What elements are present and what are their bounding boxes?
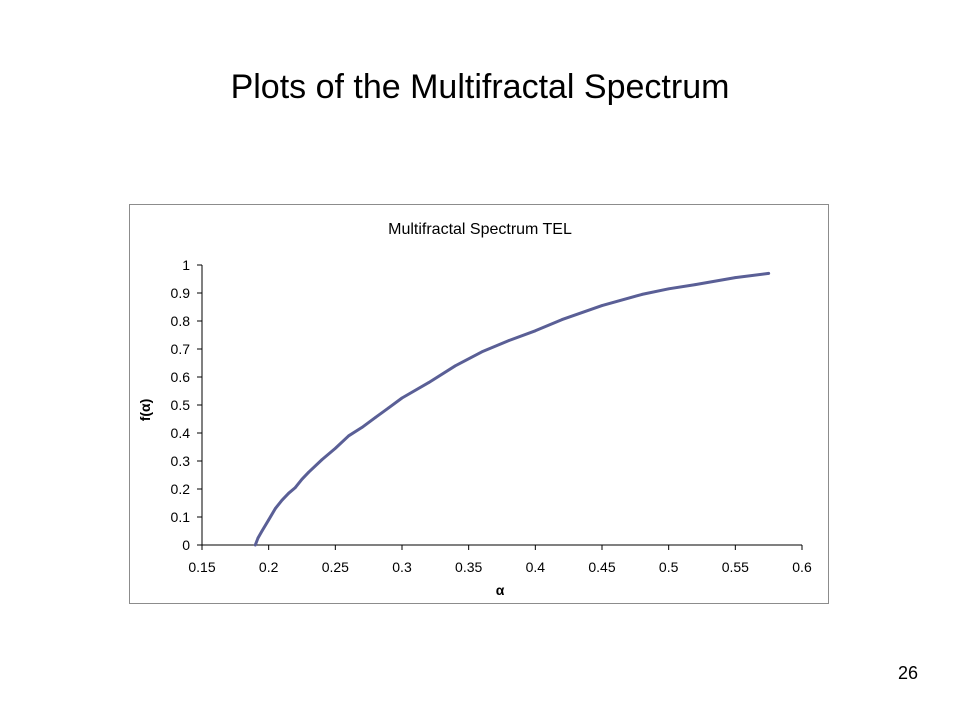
y-tick-label: 0.6 — [171, 369, 191, 385]
data-point — [480, 350, 484, 354]
y-tick-label: 0.2 — [171, 481, 191, 497]
chart-canvas: Multifractal Spectrum TEL 00.10.20.30.40… — [137, 221, 812, 598]
data-point — [274, 507, 277, 510]
data-point — [374, 416, 377, 419]
y-tick-label: 0.3 — [171, 453, 191, 469]
data-point — [600, 304, 604, 307]
series-layer — [253, 271, 771, 547]
data-point — [767, 272, 770, 275]
data-point — [334, 447, 337, 450]
y-axis-label: f(α) — [137, 399, 153, 422]
x-tick-label: 0.5 — [659, 559, 679, 575]
data-point — [300, 477, 304, 481]
data-point — [560, 318, 564, 321]
data-point — [294, 486, 297, 489]
x-axis-label: α — [496, 582, 505, 598]
page-number: 26 — [897, 663, 918, 683]
x-tick-label: 0.35 — [455, 559, 482, 575]
y-tick-label: 1 — [182, 257, 190, 273]
data-point — [694, 283, 697, 286]
y-tick-label: 0 — [182, 537, 190, 553]
x-tick-label: 0.15 — [188, 559, 215, 575]
data-point — [387, 406, 390, 410]
slide-title: Plots of the Multifractal Spectrum — [230, 68, 730, 106]
chart-frame: Multifractal Spectrum TEL 0 0.1 0.2 0.3 0.4 0… — [129, 204, 829, 604]
x-tick-label: 0.25 — [322, 559, 349, 575]
data-point — [667, 287, 670, 291]
data-point — [640, 293, 644, 296]
data-point — [260, 529, 264, 533]
y-tick-label: 0.9 — [171, 285, 191, 301]
x-tick-label: 0.4 — [526, 559, 546, 575]
data-point — [267, 518, 270, 522]
x-axis: 0.15 0.2 0.25 0.3 0.35 0.4 0.45 0.5 0.55 0.6 — [188, 544, 812, 575]
y-tick-label: 0.1 — [171, 509, 191, 525]
data-point — [320, 458, 324, 461]
x-tick-label: 0.2 — [259, 559, 279, 575]
data-point — [734, 276, 737, 279]
series-line — [253, 271, 771, 547]
y-tick-label: 0.8 — [171, 313, 191, 329]
data-point — [280, 498, 284, 502]
x-tick-label: 0.3 — [392, 559, 412, 575]
data-point — [256, 536, 260, 540]
data-point — [427, 381, 430, 384]
y-tick-label: 0.5 — [171, 397, 191, 413]
data-point — [254, 543, 257, 547]
chart-title: Multifractal Spectrum TEL — [388, 221, 572, 238]
x-tick-label: 0.45 — [588, 559, 615, 575]
data-point — [534, 329, 537, 333]
x-tick-label: 0.55 — [722, 559, 749, 575]
y-axis: 0 0.1 0.2 0.3 0.4 0.5 0.6 0.7 0.8 0.9 1 — [171, 257, 203, 553]
y-tick-label: 0.7 — [171, 341, 191, 357]
data-point — [347, 434, 350, 438]
y-tick-label: 0.4 — [171, 425, 191, 441]
data-point — [360, 426, 364, 429]
data-point — [507, 339, 510, 342]
data-point — [400, 396, 404, 400]
x-tick-label: 0.6 — [792, 559, 812, 575]
data-point — [287, 491, 290, 495]
data-point — [454, 364, 457, 368]
data-point — [307, 470, 310, 474]
